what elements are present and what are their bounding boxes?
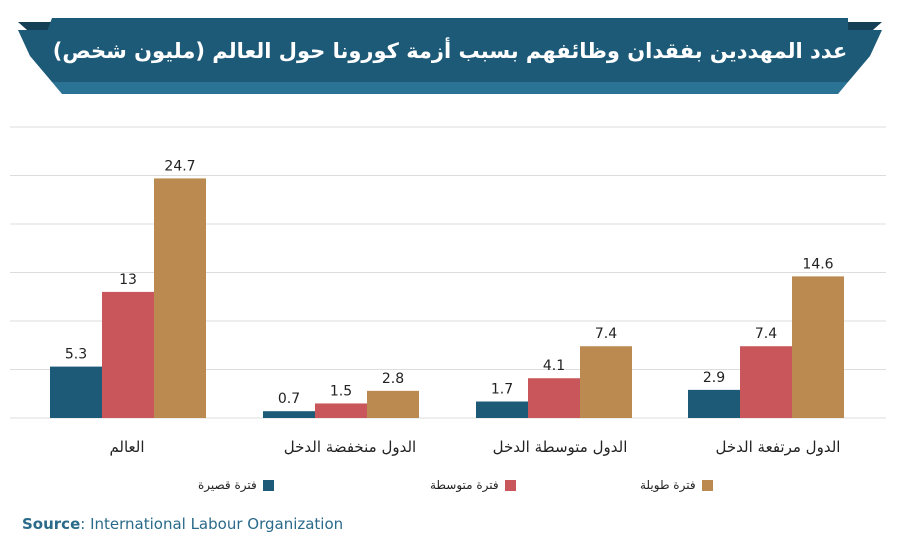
bar-long-1	[367, 390, 419, 418]
legend-swatch-short	[262, 479, 274, 491]
category-label-middle-income: الدول متوسطة الدخل	[492, 438, 628, 456]
source-text: : International Labour Organization	[80, 515, 344, 533]
value-label-long-1: 2.8	[382, 371, 404, 387]
value-label-short-1: 0.7	[278, 391, 300, 407]
bar-medium-0	[102, 291, 154, 418]
value-label-short-0: 5.3	[65, 347, 87, 363]
bar-short-3	[688, 389, 740, 418]
bar-medium-2	[528, 378, 580, 418]
value-label-medium-2: 4.1	[543, 358, 565, 374]
category-label-low-income: الدول منخفضة الدخل	[283, 438, 417, 456]
bar-short-2	[476, 401, 528, 418]
value-label-medium-0: 13	[119, 272, 137, 288]
legend-item-medium: فترة متوسطة	[430, 478, 516, 492]
legend-item-short: فترة قصيرة	[198, 478, 274, 492]
bar-long-2	[580, 346, 632, 418]
source-label: Source	[22, 515, 81, 533]
bar-short-0	[50, 366, 102, 418]
title-banner	[18, 18, 882, 94]
bar-short-1	[263, 411, 315, 418]
legend-swatch-medium	[504, 479, 516, 491]
category-label-world: العالم	[109, 438, 145, 456]
value-label-medium-3: 7.4	[755, 326, 777, 342]
bar-medium-1	[315, 403, 367, 418]
source-note: Source: International Labour Organizatio…	[22, 515, 343, 533]
legend-label-long: فترة طويلة	[640, 478, 696, 492]
value-label-short-3: 2.9	[703, 370, 725, 386]
legend-label-short: فترة قصيرة	[198, 478, 257, 492]
value-label-long-3: 14.6	[802, 256, 833, 272]
value-label-long-2: 7.4	[595, 326, 617, 342]
legend-label-medium: فترة متوسطة	[430, 478, 499, 492]
bar-medium-3	[740, 346, 792, 418]
value-label-long-0: 24.7	[164, 158, 195, 174]
bar-long-3	[792, 276, 844, 418]
legend-swatch-long	[701, 479, 713, 491]
category-label-high-income: الدول مرتفعة الدخل	[715, 438, 841, 456]
chart-title: عدد المهددين بفقدان وظائفهم بسبب أزمة كو…	[52, 39, 848, 63]
legend-item-long: فترة طويلة	[640, 478, 713, 492]
value-label-medium-1: 1.5	[330, 383, 352, 399]
bar-chart: 5.3 0.7 1.7 2.9 13 1.5 4.1 7.4 24.7 2.8 7.4 14.6	[10, 126, 886, 419]
bar-long-0	[154, 178, 206, 418]
value-label-short-2: 1.7	[491, 382, 513, 398]
